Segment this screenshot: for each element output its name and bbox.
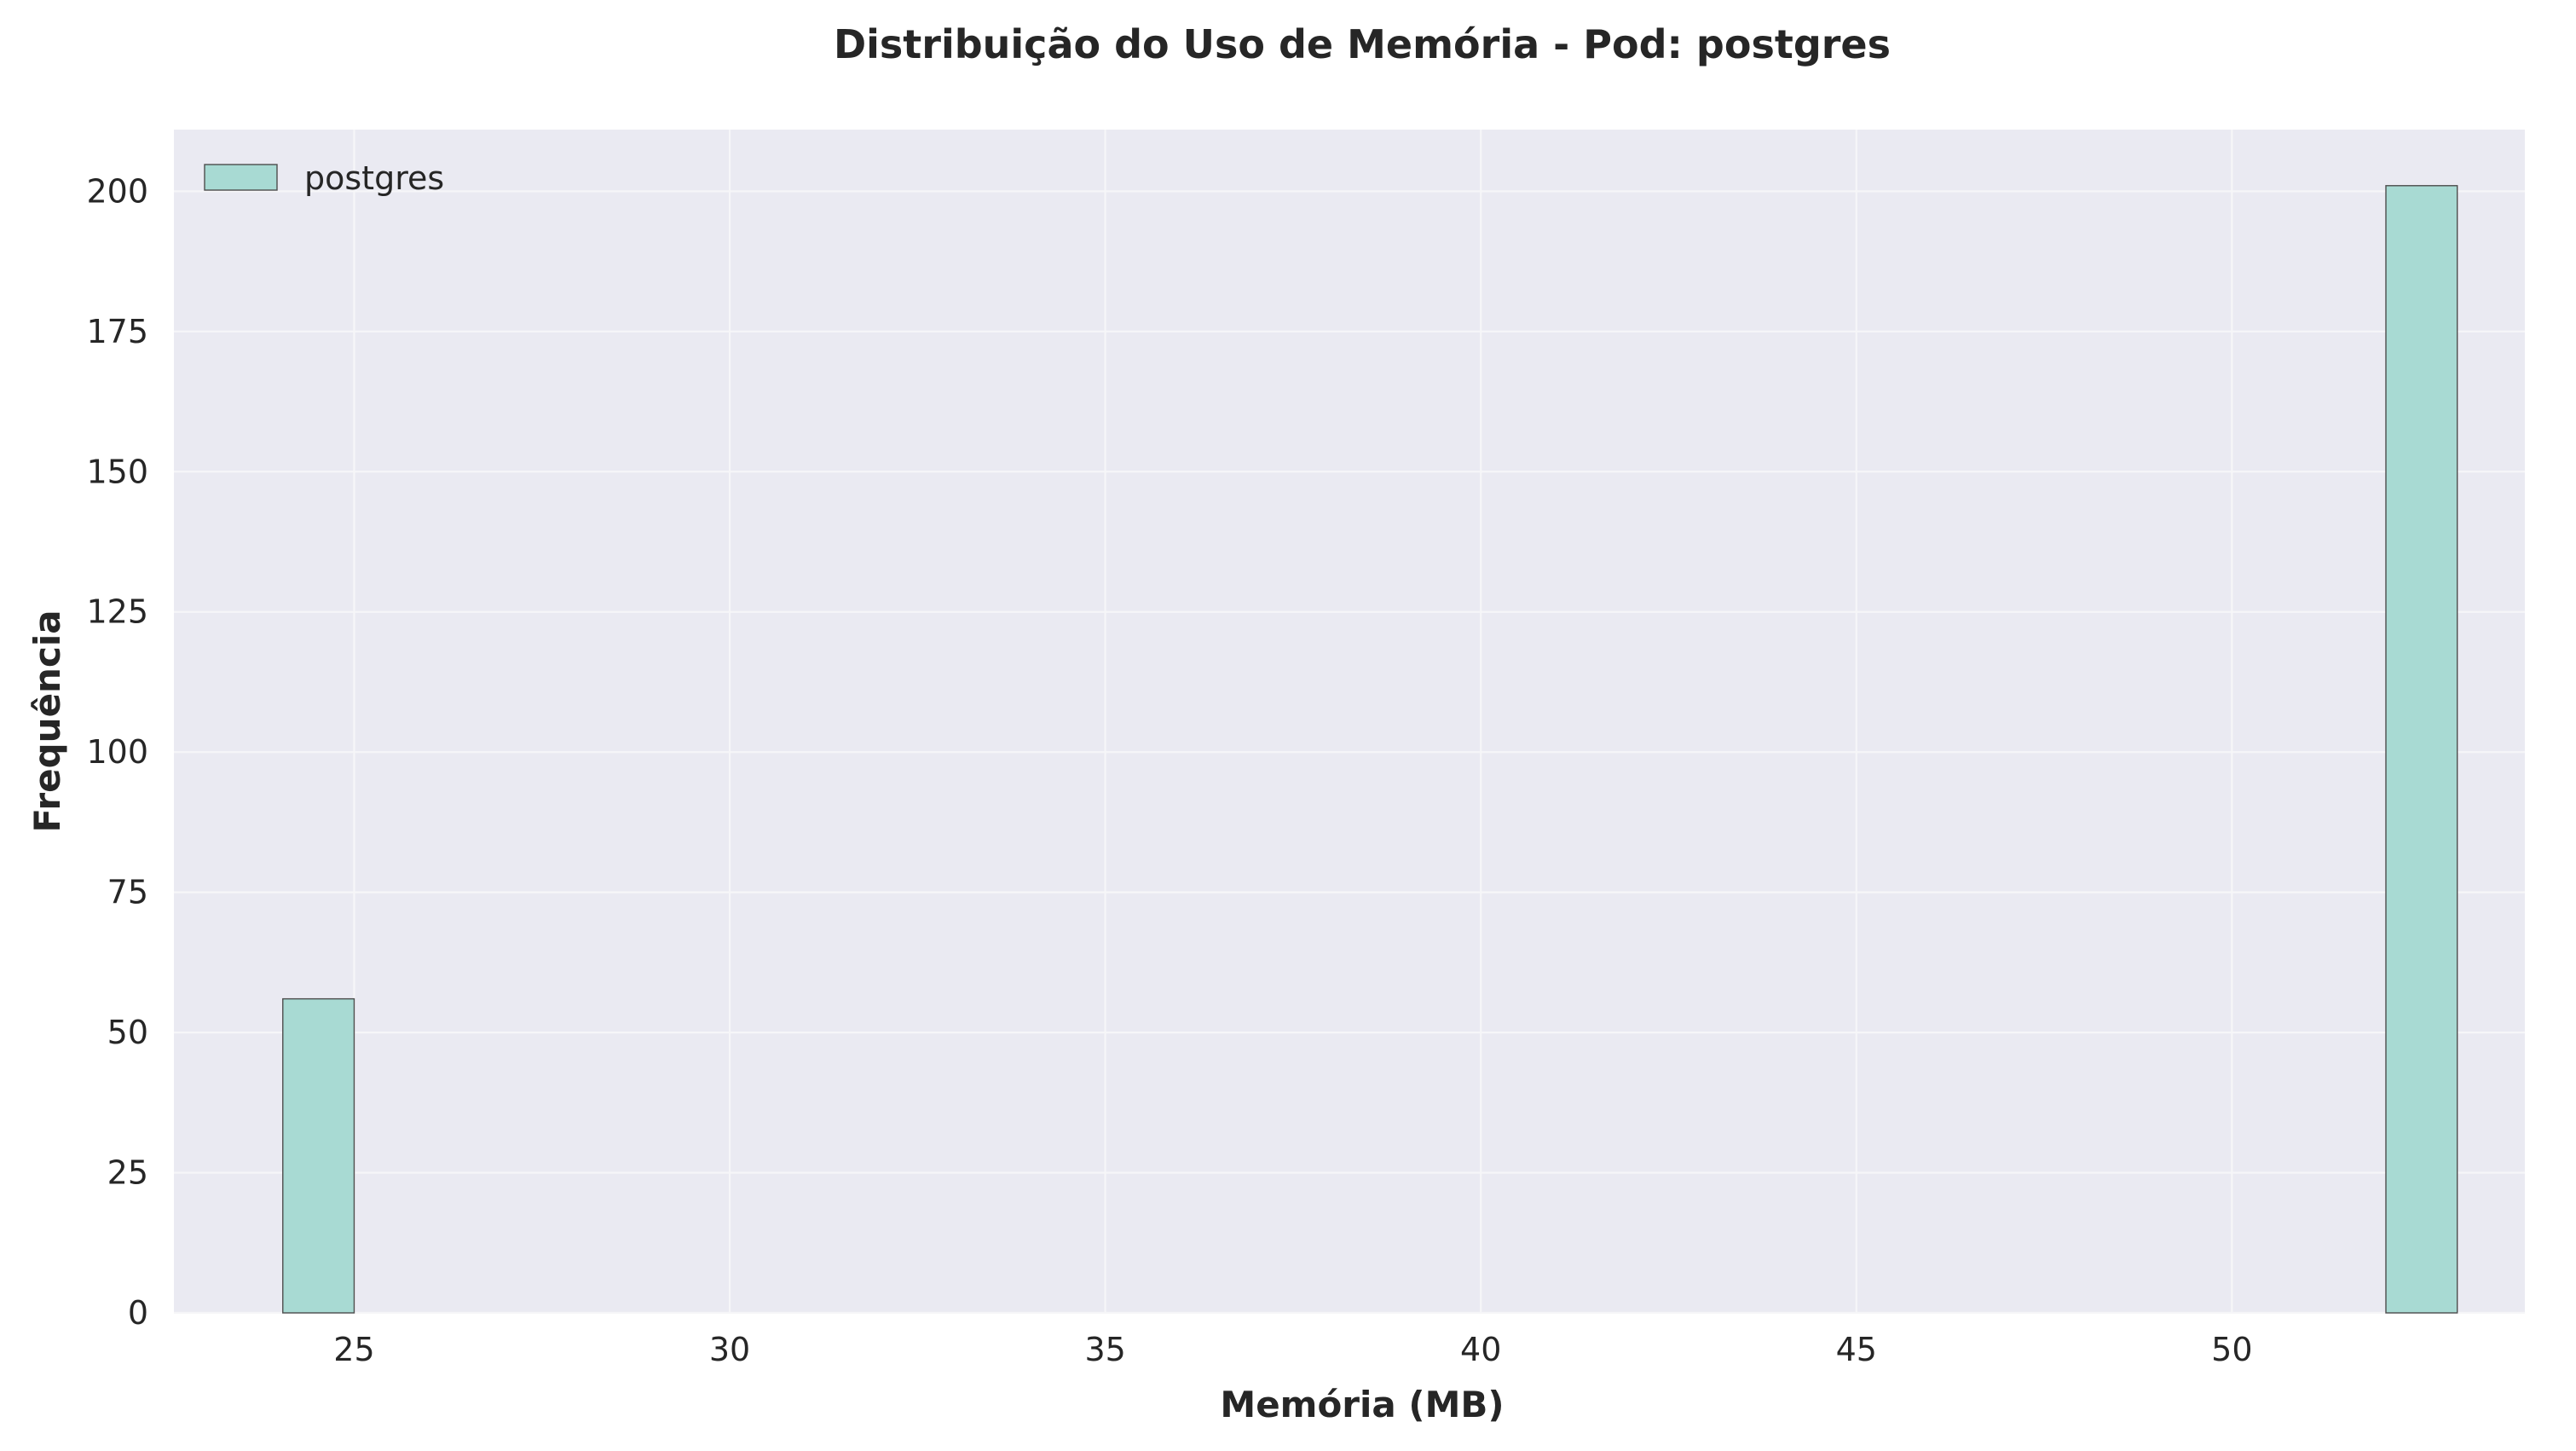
histogram-bar (2385, 185, 2458, 1314)
y-tick-label: 25 (107, 1154, 148, 1192)
legend: postgres (204, 159, 444, 197)
histogram-bar (282, 997, 355, 1314)
y-tick-label: 100 (86, 733, 148, 771)
y-tick-label: 175 (86, 313, 148, 350)
chart-title: Distribuição do Uso de Memória - Pod: po… (834, 21, 1891, 67)
plot-area (174, 130, 2525, 1313)
axis-ticks: 25 30 35 40 45 50 0 25 50 75 100 125 150 175 200 (86, 172, 2252, 1368)
y-tick-label: 50 (107, 1014, 148, 1051)
histogram-bars (282, 185, 2458, 1314)
legend-swatch (204, 164, 278, 191)
x-axis-label: Memória (MB) (1220, 1384, 1504, 1425)
y-tick-label: 75 (107, 874, 148, 911)
x-tick-label: 50 (2211, 1331, 2252, 1368)
x-tick-label: 45 (1836, 1331, 1877, 1368)
y-tick-label: 125 (86, 593, 148, 631)
y-axis-label: Frequência (26, 610, 68, 832)
grid-lines (174, 130, 2525, 1315)
legend-label: postgres (304, 159, 444, 197)
x-tick-label: 40 (1460, 1331, 1501, 1368)
x-tick-label: 35 (1084, 1331, 1125, 1368)
y-tick-label: 0 (128, 1294, 148, 1332)
x-tick-label: 25 (333, 1331, 374, 1368)
x-tick-label: 30 (709, 1331, 750, 1368)
y-tick-label: 200 (86, 172, 148, 210)
y-tick-label: 150 (86, 453, 148, 490)
